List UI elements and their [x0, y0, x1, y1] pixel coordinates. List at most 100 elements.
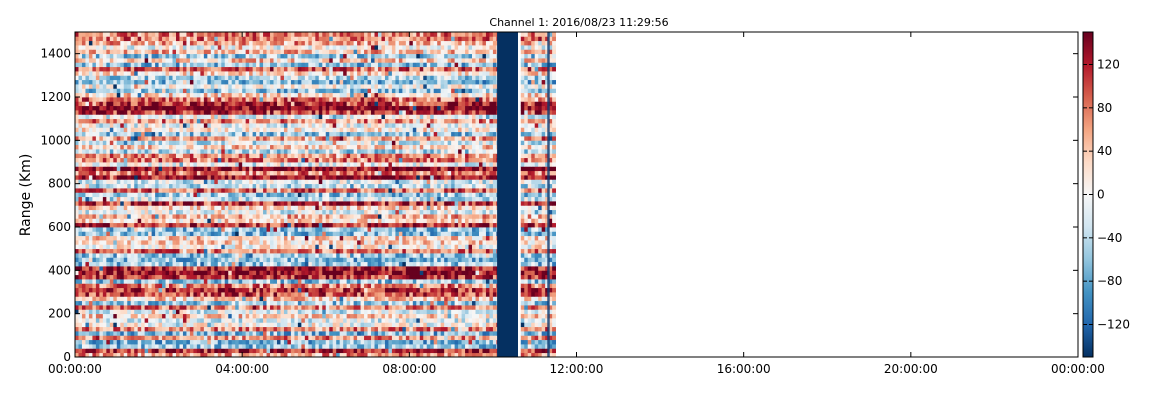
- heatmap-cell: [405, 192, 410, 198]
- heatmap-cell: [290, 344, 295, 349]
- heatmap-cell: [182, 292, 187, 297]
- heatmap-cell: [416, 335, 421, 341]
- heatmap-cell: [270, 279, 274, 284]
- heatmap-cell: [162, 227, 166, 232]
- heatmap-cell: [221, 287, 226, 293]
- heatmap-cell: [360, 205, 365, 211]
- heatmap-cell: [266, 309, 271, 315]
- heatmap-cell: [423, 261, 428, 267]
- heatmap-cell: [280, 201, 285, 206]
- heatmap-cell: [339, 283, 344, 289]
- heatmap-cell: [158, 313, 163, 319]
- heatmap-cell: [203, 270, 208, 276]
- heatmap-cell: [412, 248, 417, 254]
- heatmap-cell: [444, 218, 449, 224]
- heatmap-cell: [541, 209, 546, 215]
- heatmap-cell: [148, 305, 153, 310]
- heatmap-cell: [318, 222, 323, 228]
- heatmap-cell: [123, 339, 128, 345]
- heatmap-cell: [485, 261, 490, 267]
- heatmap-cell: [189, 222, 194, 228]
- heatmap-cell: [353, 248, 358, 254]
- heatmap-cell: [235, 253, 240, 258]
- heatmap-cell: [552, 287, 556, 293]
- heatmap-cell: [339, 292, 344, 297]
- heatmap-cell: [433, 287, 438, 293]
- heatmap-cell: [259, 253, 264, 258]
- heatmap-cell: [144, 205, 149, 211]
- heatmap-cell: [263, 313, 267, 319]
- heatmap-cell: [423, 274, 428, 280]
- heatmap-cell: [367, 348, 372, 354]
- heatmap-cell: [391, 344, 396, 349]
- heatmap-cell: [102, 240, 107, 245]
- heatmap-cell: [214, 231, 219, 237]
- heatmap-cell: [391, 257, 396, 263]
- heatmap-cell: [332, 318, 337, 323]
- heatmap-cell: [409, 331, 414, 336]
- heatmap-cell: [294, 222, 299, 228]
- heatmap-cell: [283, 339, 288, 345]
- heatmap-cell: [301, 339, 306, 345]
- heatmap-cell: [405, 326, 410, 332]
- heatmap-cell: [88, 209, 93, 215]
- heatmap-cell: [249, 257, 254, 263]
- heatmap-cell: [426, 257, 431, 263]
- heatmap-cell: [492, 222, 497, 228]
- heatmap-cell: [231, 209, 236, 215]
- heatmap-cell: [200, 196, 205, 202]
- heatmap-cell: [468, 240, 473, 245]
- heatmap-cell: [155, 201, 159, 206]
- heatmap-cell: [196, 270, 201, 276]
- heatmap-cell: [304, 214, 309, 219]
- heatmap-cell: [193, 214, 198, 219]
- heatmap-cell: [409, 322, 414, 328]
- heatmap-cell: [196, 253, 201, 258]
- heatmap-cell: [534, 235, 539, 241]
- heatmap-cell: [371, 339, 375, 345]
- heatmap-cell: [148, 309, 153, 315]
- heatmap-cell: [221, 283, 226, 289]
- heatmap-cell: [169, 296, 173, 302]
- heatmap-cell: [127, 192, 132, 198]
- heatmap-cell: [113, 335, 118, 341]
- heatmap-cell: [318, 192, 323, 198]
- heatmap-cell: [447, 322, 452, 328]
- heatmap-cell: [377, 222, 382, 228]
- heatmap-cell: [364, 296, 368, 302]
- heatmap-cell: [492, 300, 497, 306]
- heatmap-cell: [301, 300, 306, 306]
- heatmap-cell: [402, 352, 407, 357]
- heatmap-cell: [545, 348, 550, 354]
- heatmap-cell: [221, 270, 226, 276]
- heatmap-cell: [364, 292, 368, 297]
- heatmap-cell: [127, 201, 132, 206]
- heatmap-cell: [158, 205, 163, 211]
- heatmap-cell: [336, 322, 341, 328]
- heatmap-cell: [252, 274, 257, 280]
- heatmap-cell: [263, 335, 267, 341]
- heatmap-cell: [242, 313, 247, 319]
- heatmap-cell: [552, 300, 556, 306]
- heatmap-cell: [106, 287, 111, 293]
- heatmap-cell: [430, 205, 435, 211]
- heatmap-cell: [186, 205, 191, 211]
- heatmap-cell: [332, 231, 337, 237]
- heatmap-cell: [186, 348, 191, 354]
- heatmap-cell: [541, 331, 546, 336]
- heatmap-cell: [402, 292, 407, 297]
- heatmap-cell: [75, 266, 79, 271]
- heatmap-cell: [259, 209, 264, 215]
- heatmap-cell: [485, 331, 490, 336]
- heatmap-cell: [478, 261, 483, 267]
- heatmap-cell: [290, 253, 295, 258]
- heatmap-cell: [179, 261, 184, 267]
- heatmap-cell: [545, 318, 550, 323]
- heatmap-cell: [210, 227, 215, 232]
- heatmap-cell: [384, 240, 389, 245]
- heatmap-cell: [304, 270, 309, 276]
- heatmap-cell: [249, 244, 254, 250]
- heatmap-cell: [78, 218, 83, 224]
- heatmap-cell: [109, 205, 114, 211]
- heatmap-cell: [458, 292, 462, 297]
